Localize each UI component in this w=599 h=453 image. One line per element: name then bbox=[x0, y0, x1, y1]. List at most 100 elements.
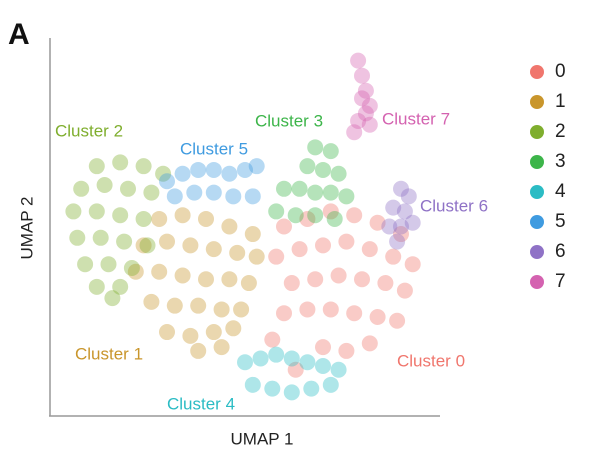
point bbox=[88, 158, 105, 175]
legend-marker bbox=[530, 215, 544, 229]
point bbox=[338, 342, 355, 359]
point bbox=[350, 52, 367, 69]
point bbox=[385, 248, 402, 265]
point bbox=[127, 263, 144, 280]
point bbox=[186, 184, 203, 201]
point bbox=[213, 339, 230, 356]
cluster-label: Cluster 7 bbox=[382, 109, 450, 128]
legend-marker bbox=[530, 95, 544, 109]
point bbox=[287, 207, 304, 224]
legend-marker bbox=[530, 245, 544, 259]
point bbox=[135, 237, 152, 254]
point bbox=[338, 188, 355, 205]
cluster-label: Cluster 3 bbox=[255, 111, 323, 130]
point bbox=[248, 158, 265, 175]
point bbox=[229, 244, 246, 261]
point bbox=[346, 124, 363, 141]
point bbox=[225, 188, 242, 205]
legend-marker bbox=[530, 185, 544, 199]
point bbox=[100, 256, 117, 273]
point bbox=[268, 203, 285, 220]
point bbox=[291, 241, 308, 258]
point bbox=[315, 339, 331, 356]
point bbox=[322, 184, 339, 201]
point bbox=[283, 275, 300, 292]
point bbox=[88, 203, 105, 220]
point bbox=[69, 229, 86, 246]
point bbox=[276, 180, 292, 197]
point bbox=[233, 301, 250, 318]
point bbox=[322, 376, 339, 393]
y-axis-label: UMAP 2 bbox=[17, 197, 36, 260]
point bbox=[240, 275, 257, 292]
point bbox=[190, 342, 207, 359]
legend-marker bbox=[530, 155, 544, 169]
point bbox=[112, 278, 129, 295]
legend-label: 5 bbox=[555, 211, 566, 232]
cluster-label: Cluster 1 bbox=[75, 344, 143, 363]
point bbox=[350, 112, 367, 129]
cluster-label: Cluster 5 bbox=[180, 139, 248, 158]
point bbox=[159, 173, 175, 190]
point bbox=[244, 188, 261, 205]
point bbox=[205, 161, 222, 178]
point bbox=[299, 301, 316, 318]
point bbox=[135, 158, 152, 175]
point bbox=[330, 165, 347, 182]
point bbox=[307, 139, 324, 156]
point bbox=[326, 210, 343, 227]
point bbox=[322, 143, 339, 160]
point bbox=[264, 380, 281, 397]
point bbox=[361, 97, 378, 114]
point bbox=[92, 229, 109, 246]
point bbox=[393, 218, 409, 235]
point bbox=[389, 312, 406, 329]
point bbox=[283, 350, 300, 367]
point bbox=[135, 210, 152, 227]
point bbox=[377, 275, 394, 292]
cluster-label: Cluster 2 bbox=[55, 121, 123, 140]
point bbox=[264, 331, 281, 348]
point bbox=[268, 248, 285, 265]
point bbox=[354, 67, 370, 84]
point bbox=[346, 305, 363, 322]
point bbox=[361, 241, 378, 258]
point bbox=[159, 324, 175, 341]
point bbox=[393, 226, 409, 243]
point bbox=[291, 180, 308, 197]
point bbox=[213, 301, 230, 318]
point bbox=[65, 203, 82, 220]
point bbox=[396, 282, 413, 299]
point bbox=[354, 90, 370, 107]
point bbox=[205, 324, 222, 341]
cluster-label: Cluster 6 bbox=[420, 196, 488, 215]
point bbox=[190, 161, 207, 178]
point bbox=[120, 180, 136, 197]
x-axis-label: UMAP 1 bbox=[231, 429, 294, 448]
legend-label: 4 bbox=[555, 181, 566, 202]
point bbox=[248, 248, 265, 265]
point bbox=[369, 308, 386, 325]
point bbox=[400, 188, 417, 205]
point bbox=[174, 165, 191, 182]
point bbox=[404, 214, 421, 231]
point bbox=[244, 376, 261, 393]
cluster-label: Cluster 0 bbox=[397, 351, 465, 370]
point bbox=[276, 305, 292, 322]
point bbox=[307, 184, 324, 201]
point bbox=[112, 154, 129, 171]
point bbox=[182, 327, 199, 344]
legend-label: 6 bbox=[555, 241, 566, 262]
point bbox=[143, 184, 160, 201]
point bbox=[198, 271, 214, 288]
point bbox=[385, 199, 402, 216]
point bbox=[396, 203, 413, 220]
point bbox=[225, 320, 242, 337]
point bbox=[303, 380, 320, 397]
legend-marker bbox=[530, 65, 544, 79]
point bbox=[221, 218, 238, 235]
point bbox=[330, 361, 347, 378]
panel-label: A bbox=[8, 18, 30, 51]
cluster-label: Cluster 4 bbox=[167, 394, 235, 413]
